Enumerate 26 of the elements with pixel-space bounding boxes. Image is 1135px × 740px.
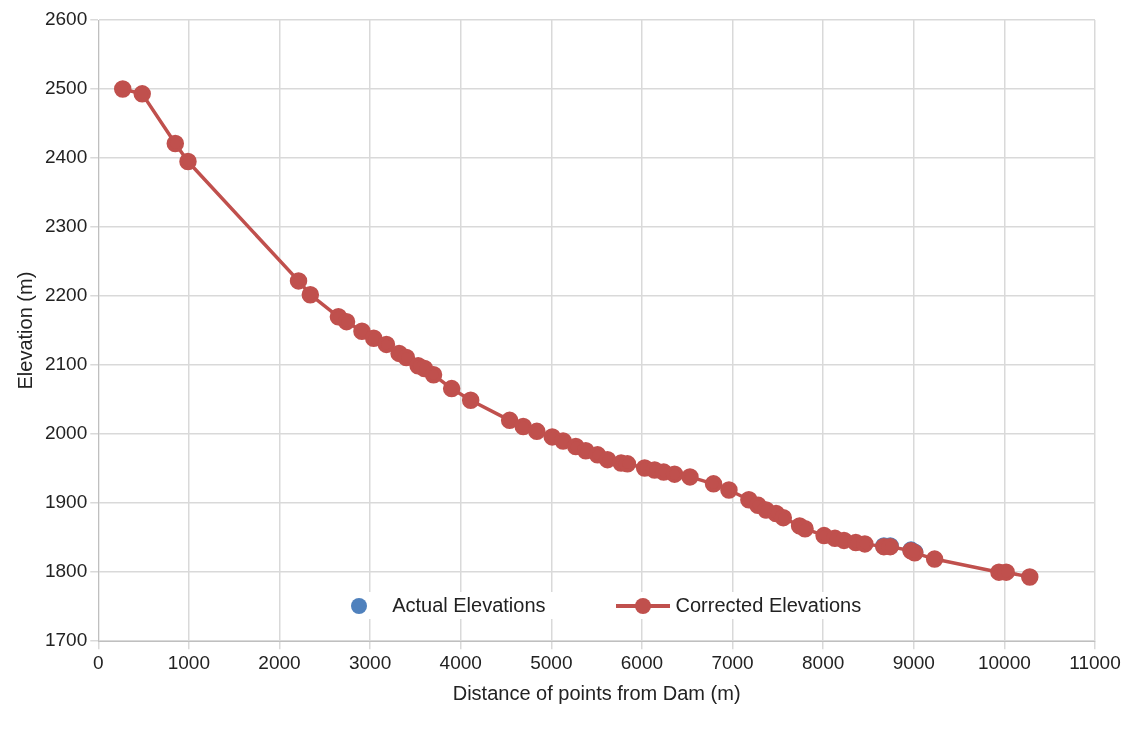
x-tick-label: 4000 xyxy=(439,651,482,673)
x-tick-label: 8000 xyxy=(802,651,845,673)
x-tick-label: 9000 xyxy=(892,651,935,673)
x-axis-title: Distance of points from Dam (m) xyxy=(452,681,741,704)
x-tick-label: 3000 xyxy=(348,651,392,673)
y-tick-label: 2400 xyxy=(44,146,88,168)
x-tick-label: 2000 xyxy=(258,651,301,673)
y-tick-label: 2200 xyxy=(44,284,88,306)
y-tick-label: 2000 xyxy=(44,422,88,444)
y-tick-label: 2500 xyxy=(44,77,88,99)
x-tick-label: 6000 xyxy=(620,651,664,673)
y-tick-label: 2100 xyxy=(44,353,88,375)
x-tick-label: 7000 xyxy=(711,651,754,673)
y-tick-label: 2600 xyxy=(44,8,88,30)
x-tick-label: 11000 xyxy=(1069,651,1121,673)
y-tick-label: 1900 xyxy=(44,491,88,513)
legend-label: Corrected Elevations xyxy=(675,594,862,618)
x-tick-label: 1000 xyxy=(167,651,211,673)
x-tick-label: 0 xyxy=(92,651,104,673)
y-tick-label: 2300 xyxy=(44,215,88,237)
x-tick-label: 10000 xyxy=(977,651,1031,673)
x-tick-label: 5000 xyxy=(530,651,573,673)
y-tick-label: 1800 xyxy=(44,560,88,582)
y-axis-title: Elevation (m) xyxy=(13,271,36,390)
y-tick-label: 1700 xyxy=(44,629,88,651)
legend-label: Actual Elevations xyxy=(392,594,546,618)
